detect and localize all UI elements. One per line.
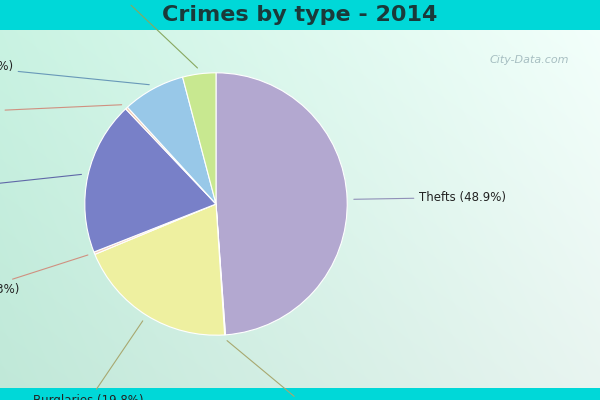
Wedge shape [216,73,347,335]
Text: Burglaries (19.8%): Burglaries (19.8%) [34,321,144,400]
Bar [0,0,600,30]
Wedge shape [94,204,216,254]
Wedge shape [125,107,216,204]
Wedge shape [127,77,216,204]
Wedge shape [182,73,216,204]
Text: Crimes by type - 2014: Crimes by type - 2014 [163,5,437,25]
Text: Murders (0.1%): Murders (0.1%) [227,341,353,400]
Text: Auto thefts (18.9%): Auto thefts (18.9%) [0,174,82,197]
Text: Arson (0.3%): Arson (0.3%) [0,255,88,296]
Bar [0,388,600,400]
Wedge shape [216,204,226,335]
Text: Rapes (0.3%): Rapes (0.3%) [0,105,122,119]
Wedge shape [95,204,224,335]
Text: City-Data.com: City-Data.com [490,55,569,65]
Wedge shape [85,109,216,252]
Text: Thefts (48.9%): Thefts (48.9%) [354,191,506,204]
Text: Robberies (4.1%): Robberies (4.1%) [68,0,197,68]
Text: Assaults (7.7%): Assaults (7.7%) [0,60,149,85]
